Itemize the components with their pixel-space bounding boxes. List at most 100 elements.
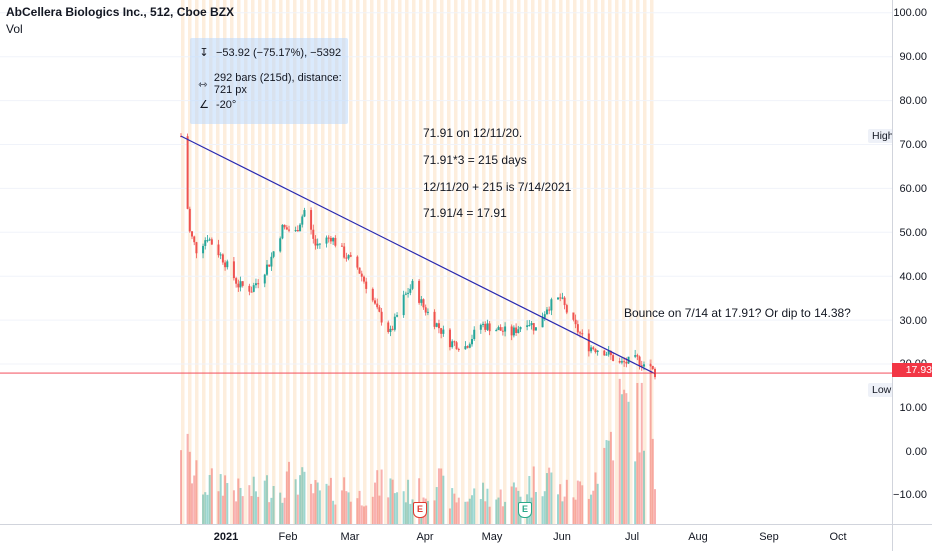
- candle-body: [440, 328, 443, 334]
- candle-body: [448, 329, 451, 348]
- price-tick-label: 80.00: [899, 95, 927, 107]
- volume-bar: [343, 477, 346, 524]
- volume-bar: [188, 451, 191, 524]
- candle-body: [263, 274, 266, 284]
- candle-body: [532, 323, 535, 331]
- price-axis[interactable]: 100.00 90.00 80.00 70.00 60.00 50.00 40.…: [892, 0, 932, 524]
- candle-body: [515, 327, 518, 333]
- candle-body: [409, 288, 412, 293]
- session-shading: [531, 0, 535, 524]
- volume-bar: [265, 475, 268, 524]
- volume-bar: [563, 496, 566, 524]
- volume-bar: [418, 478, 421, 524]
- volume-bar: [620, 394, 623, 524]
- candle-body: [420, 299, 423, 303]
- session-shading: [650, 0, 654, 524]
- earnings-event-marker[interactable]: E: [518, 502, 532, 518]
- session-shading: [328, 0, 332, 524]
- candle-body: [340, 245, 343, 247]
- price-tick-label: 100.00: [893, 7, 927, 19]
- candle-body: [422, 299, 425, 308]
- session-shading: [230, 0, 234, 524]
- volume-bar: [488, 506, 491, 524]
- volume-bar: [402, 491, 405, 524]
- price-tick-label: 50.00: [899, 227, 927, 239]
- volume-bar: [442, 475, 445, 524]
- volume-bar: [358, 490, 361, 524]
- volume-bar: [252, 476, 255, 524]
- candle-body: [592, 347, 595, 350]
- session-shading: [216, 0, 220, 524]
- candle-body: [254, 283, 257, 286]
- measure-tool-box[interactable]: ↧ −53.92 (−75.17%), −5392 ⇿ 292 bars (21…: [190, 38, 348, 124]
- note-target-price[interactable]: 71.91/4 = 17.91: [423, 206, 507, 220]
- candle-body: [556, 297, 559, 300]
- session-shading: [573, 0, 577, 524]
- volume-bar: [329, 477, 332, 524]
- candle-body: [270, 256, 273, 267]
- candle-body: [433, 311, 436, 327]
- candle-body: [579, 332, 582, 334]
- candle-body: [356, 256, 359, 268]
- volume-bar: [435, 487, 438, 524]
- session-shading: [454, 0, 458, 524]
- candle-body: [464, 346, 467, 350]
- chart-pane[interactable]: AbCellera Biologics Inc., 512, Cboe BZX …: [0, 0, 892, 524]
- session-shading: [181, 0, 185, 524]
- note-days-calc[interactable]: 71.91*3 = 215 days: [423, 153, 527, 167]
- price-chart[interactable]: [0, 0, 892, 524]
- volume-tick-label: 0.00: [905, 446, 927, 458]
- note-target-date[interactable]: 12/11/20 + 215 is 7/14/2021: [423, 180, 572, 194]
- candle-body: [605, 354, 608, 356]
- volume-bar: [340, 490, 343, 524]
- volume-bar: [314, 480, 317, 524]
- volume-bar: [528, 475, 531, 524]
- session-shading: [412, 0, 416, 524]
- volume-bar: [411, 499, 414, 524]
- volume-bar: [437, 468, 440, 524]
- candle-body: [389, 328, 392, 332]
- session-shading: [538, 0, 542, 524]
- volume-bar: [268, 502, 271, 524]
- session-shading: [391, 0, 395, 524]
- volume-bar: [625, 393, 628, 524]
- time-axis[interactable]: 2021 Feb Mar Apr May Jun Jul Aug Sep Oct: [0, 524, 892, 551]
- session-shading: [461, 0, 465, 524]
- volume-bar: [219, 474, 222, 524]
- candle-body: [235, 278, 238, 284]
- candle-body: [239, 281, 242, 288]
- candle-body: [504, 326, 507, 332]
- session-shading: [188, 0, 192, 524]
- note-high-date[interactable]: 71.91 on 12/11/20.: [423, 126, 523, 140]
- earnings-event-marker[interactable]: E: [413, 502, 427, 518]
- candle-body: [471, 339, 474, 345]
- candle-body: [371, 288, 374, 301]
- candle-body: [625, 362, 628, 364]
- candle-body: [272, 251, 275, 257]
- candle-body: [217, 244, 220, 256]
- volume-bar: [356, 498, 359, 524]
- candle-body: [329, 237, 332, 242]
- volume-bar: [283, 497, 286, 524]
- candle-body: [530, 323, 533, 326]
- candle-body: [221, 254, 224, 263]
- volume-bar: [638, 452, 641, 524]
- volume-bar: [325, 483, 328, 524]
- volume-bar: [396, 492, 399, 524]
- candle-body: [418, 280, 421, 303]
- candle-body: [574, 319, 577, 325]
- volume-bar: [501, 506, 504, 524]
- session-shading: [580, 0, 584, 524]
- note-bounce-question[interactable]: Bounce on 7/14 at 17.91? Or dip to 14.38…: [624, 306, 851, 320]
- volume-bar: [534, 491, 537, 524]
- candle-body: [210, 239, 213, 245]
- session-shading: [209, 0, 213, 524]
- volume-bar: [327, 485, 330, 524]
- candle-body: [362, 276, 365, 282]
- volume-bar: [210, 468, 213, 524]
- candle-body: [497, 327, 500, 330]
- session-shading: [636, 0, 640, 524]
- measure-bars-row: ⇿ 292 bars (215d), distance: 721 px: [198, 72, 348, 96]
- candle-body: [299, 224, 302, 232]
- session-shading: [195, 0, 199, 524]
